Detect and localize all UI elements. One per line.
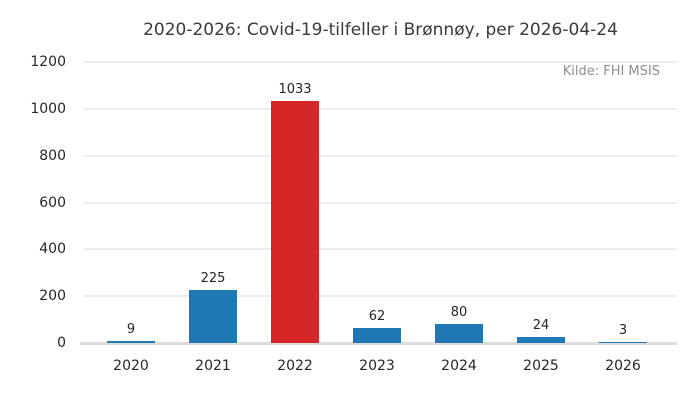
bar-2022 bbox=[271, 101, 319, 343]
bar-value-label-2023: 62 bbox=[368, 309, 386, 324]
x-tick-label-2021: 2021 bbox=[195, 358, 231, 374]
x-tick-label-2026: 2026 bbox=[605, 358, 641, 374]
gridline-800 bbox=[84, 155, 677, 157]
x-tick-label-2022: 2022 bbox=[277, 358, 313, 374]
chart-title: 2020-2026: Covid-19-tilfeller i Brønnøy,… bbox=[143, 20, 618, 40]
bar-value-label-2021: 225 bbox=[200, 271, 226, 286]
y-tick-label-1200: 1200 bbox=[30, 54, 66, 70]
y-tick-label-400: 400 bbox=[39, 241, 66, 257]
y-tick-label-600: 600 bbox=[39, 195, 66, 211]
x-tick-label-2025: 2025 bbox=[523, 358, 559, 374]
bar-2020 bbox=[107, 341, 155, 343]
y-tick-label-1000: 1000 bbox=[30, 101, 66, 117]
bar-value-label-2020: 9 bbox=[126, 322, 136, 337]
bar-value-label-2022: 1033 bbox=[278, 82, 312, 97]
gridline-400 bbox=[84, 248, 677, 250]
y-tick-label-0: 0 bbox=[57, 335, 66, 351]
bar-2025 bbox=[517, 337, 565, 343]
bar-2023 bbox=[353, 328, 401, 343]
bar-value-label-2026: 3 bbox=[618, 323, 628, 338]
x-tick-label-2023: 2023 bbox=[359, 358, 395, 374]
x-tick-label-2024: 2024 bbox=[441, 358, 477, 374]
bar-2021 bbox=[189, 290, 237, 343]
bar-value-label-2025: 24 bbox=[532, 318, 550, 333]
bar-2026 bbox=[599, 342, 647, 343]
gridline-1000 bbox=[84, 108, 677, 110]
source-label: Kilde: FHI MSIS bbox=[562, 64, 660, 79]
plot-area: 9 225 1033 62 80 24 3 bbox=[80, 61, 677, 345]
x-axis-line bbox=[80, 342, 677, 345]
gridline-1200 bbox=[84, 61, 677, 63]
gridline-200 bbox=[84, 295, 677, 297]
x-tick-label-2020: 2020 bbox=[113, 358, 149, 374]
y-tick-label-200: 200 bbox=[39, 288, 66, 304]
gridline-600 bbox=[84, 202, 677, 204]
y-tick-label-800: 800 bbox=[39, 148, 66, 164]
bar-value-label-2024: 80 bbox=[450, 305, 468, 320]
bar-2024 bbox=[435, 324, 483, 343]
